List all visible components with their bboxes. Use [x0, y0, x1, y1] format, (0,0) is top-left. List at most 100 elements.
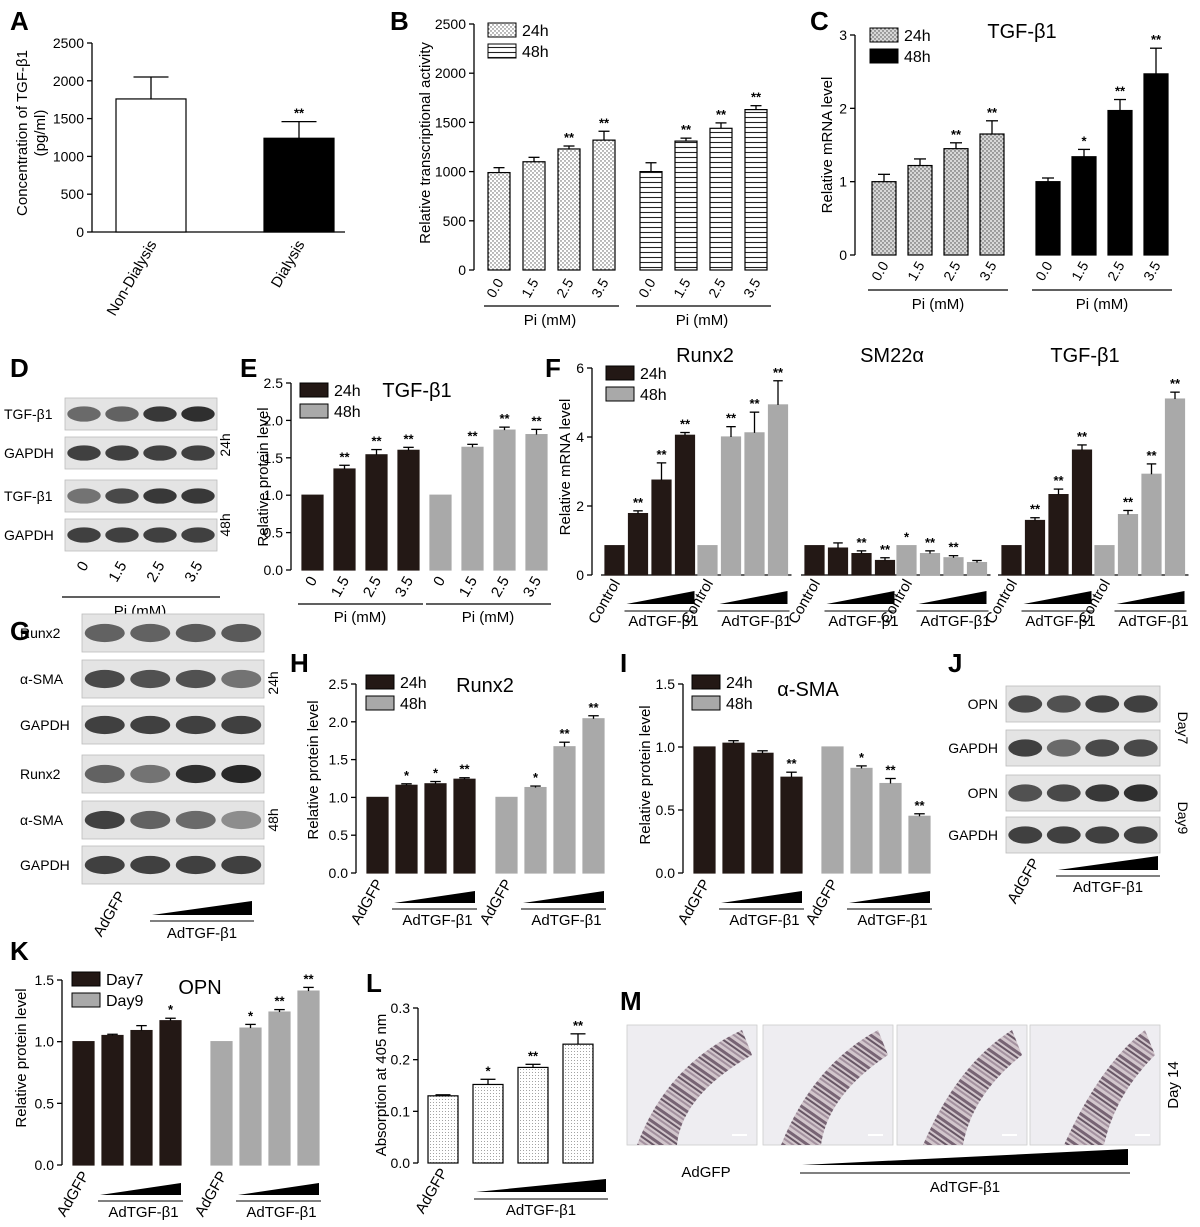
panel-g-ctrl-label: AdGFP	[90, 889, 129, 940]
panel-m-ctrl-label: AdGFP	[681, 1164, 730, 1181]
panel-f-significance: **	[680, 417, 691, 432]
panel-k-bar	[72, 1041, 95, 1166]
panel-j-band	[1085, 826, 1120, 844]
panel-d-xtick-label: 1.5	[105, 559, 130, 586]
panel-label-e: E	[240, 353, 257, 383]
panel-b-bar	[744, 109, 768, 271]
panel-f-significance: **	[656, 447, 667, 462]
panel-g-band	[175, 810, 216, 830]
panel-b-ytick-label: 500	[443, 213, 467, 229]
panel-j-band	[1046, 826, 1081, 844]
panel-e-ytick-label: 1.0	[264, 487, 284, 503]
panel-a-bar	[263, 137, 335, 233]
panel-c-xtick-label: 1.5	[1068, 258, 1092, 283]
panel-h-significance: **	[588, 700, 599, 715]
panel-c-legend-label: 24h	[904, 28, 931, 45]
panel-h: 0.00.51.01.52.02.5* * **AdGFP AdTGF-β1*****…	[305, 674, 606, 929]
panel-h-significance: *	[404, 768, 410, 783]
panel-l-dose-triangle	[476, 1179, 606, 1192]
panel-m-tissue	[923, 1030, 1022, 1145]
panel-a-ylabel: Concentration of TGF-β1	[14, 50, 31, 216]
panel-g-side-label: 24h	[265, 671, 281, 694]
panel-k-plot: 0.00.51.01.5*AdGFP AdTGF-β1*****AdGFP AdTG…	[35, 971, 321, 1221]
panel-f-bar	[804, 545, 825, 576]
panel-e-bar	[525, 434, 548, 571]
panel-b-bar	[674, 140, 698, 271]
panel-l-significance: **	[573, 1018, 584, 1033]
panel-m-tissue	[1064, 1030, 1155, 1145]
panel-d-row-label: GAPDH	[4, 445, 54, 461]
panel-e-significance: **	[499, 411, 510, 426]
panel-b-xtick-label: 3.5	[740, 275, 764, 300]
panel-k-significance: **	[303, 971, 314, 986]
panel-g-side-label: 48h	[265, 808, 281, 831]
panel-h-ytick-label: 2.5	[329, 676, 349, 692]
panel-c-xtick-label: 2.5	[940, 258, 964, 283]
panel-c-significance: *	[1081, 133, 1087, 148]
panel-k-title: OPN	[178, 977, 221, 999]
panel-i-bar	[879, 782, 902, 874]
panel-j-treat-label: AdTGF-β1	[1073, 879, 1143, 896]
panel-f-treat-label: AdTGF-β1	[721, 613, 791, 630]
panel-f-bar	[1001, 545, 1022, 576]
panel-c-group-label: Pi (mM)	[912, 296, 965, 313]
panel-d-row-label: TGF-β1	[4, 406, 53, 422]
panel-b-bar	[592, 139, 616, 271]
panel-k-legend-label: Day9	[106, 993, 143, 1010]
panel-f-dose-triangle	[1116, 591, 1185, 604]
panel-b-significance: **	[716, 107, 727, 122]
panel-e-title: TGF-β1	[382, 380, 451, 402]
panel-d-row-label: TGF-β1	[4, 488, 53, 504]
panel-h-ylabel: Relative protein level	[305, 700, 322, 839]
panel-i-ylabel: Relative protein level	[637, 705, 654, 844]
panel-i-legend-swatch	[691, 695, 721, 711]
panel-c-significance: **	[987, 105, 998, 120]
panel-g-band	[84, 669, 125, 689]
panel-d-row-label: GAPDH	[4, 527, 54, 543]
panel-b-xtick-label: 2.5	[553, 275, 577, 300]
panel-j-band	[1123, 784, 1158, 802]
panel-k-treat-label: AdTGF-β1	[108, 1204, 178, 1221]
panel-j-row-label: OPN	[968, 785, 998, 801]
panel-c-bar	[907, 164, 933, 256]
panel-g-band	[84, 764, 125, 784]
panel-b: 0 500 1000 1500 2000 2500 0.0 1.5 ** 2.5 ** 3.5 Pi (…	[417, 16, 771, 329]
panel-l-plot: 0.00.10.20.3*****AdGFP AdTGF-β1	[391, 1000, 608, 1219]
panel-f-bar	[966, 561, 988, 576]
panel-k-bar	[101, 1034, 124, 1166]
panel-b-xtick-label: 2.5	[705, 275, 729, 300]
panel-e-xtick-label: 3.5	[520, 574, 545, 601]
panel-b-ytick-label: 2000	[435, 65, 466, 81]
panel-f-bar	[1071, 449, 1093, 576]
panel-f-significance: **	[925, 535, 936, 550]
panel-i-bar	[693, 746, 716, 874]
panel-c-bar	[979, 133, 1005, 256]
panel-label-h: H	[290, 648, 309, 678]
panel-g-band	[175, 623, 216, 643]
panel-g-band	[130, 855, 171, 875]
panel-h-significance: **	[559, 726, 570, 741]
panel-c-plot: 0 1 2 3 0.0 1.5 ** 2.5 ** 3.5 Pi (mM) 0.0 * 1.5 ** 2.5 *…	[839, 27, 1172, 313]
panel-f-ytick-label: 6	[576, 360, 584, 376]
panel-f-significance: **	[856, 535, 867, 550]
panel-c-xtick-label: 0.0	[868, 258, 892, 283]
panel-f-ytick-label: 4	[576, 429, 584, 445]
panel-c-ylabel: Relative mRNA level	[819, 77, 836, 214]
panel-f-bar	[874, 559, 896, 576]
panel-e-ylabel: Relative protein level	[255, 407, 272, 546]
panel-l-significance: **	[528, 1048, 539, 1063]
panel-f-significance: **	[773, 365, 784, 380]
panel-f-significance: **	[633, 495, 644, 510]
panel-k: 0.00.51.01.5*AdGFP AdTGF-β1*****AdGFP AdTG…	[13, 971, 321, 1221]
panel-d-side-label: 48h	[217, 513, 233, 536]
panel-f-bar	[674, 434, 696, 576]
panel-e-legend-label: 24h	[334, 383, 361, 400]
panel-i-legend-label: 48h	[726, 696, 753, 713]
panel-j-band	[1008, 739, 1043, 757]
panel-b-significance: **	[681, 122, 692, 137]
panel-c-xtick-label: 3.5	[1140, 258, 1164, 283]
panel-label-f: F	[545, 353, 561, 383]
panel-f-legend-label: 48h	[640, 387, 667, 404]
panel-m-dose-triangle	[802, 1149, 1128, 1165]
panel-c: 0 1 2 3 0.0 1.5 ** 2.5 ** 3.5 Pi (mM) 0.0 * 1.5 ** 2.5 *…	[819, 21, 1172, 313]
